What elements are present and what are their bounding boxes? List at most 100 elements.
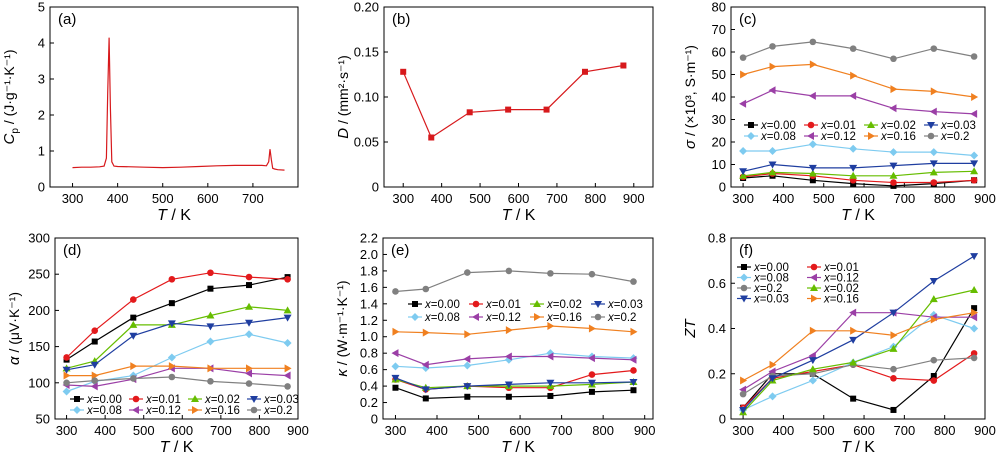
x-tick-label: 600 xyxy=(509,423,531,438)
marker-triangle-left xyxy=(929,107,937,116)
marker-circle xyxy=(130,296,137,303)
marker-square xyxy=(809,177,816,184)
x-tick-label: 700 xyxy=(210,423,232,438)
marker-triangle-right xyxy=(130,362,138,371)
marker-triangle-right xyxy=(246,364,254,373)
y-axis-variable: D xyxy=(335,128,352,139)
x-tick-label: 800 xyxy=(249,423,271,438)
legend-value: =0.12 xyxy=(830,273,859,285)
marker-triangle xyxy=(889,344,898,352)
x-axis-variable: T xyxy=(501,439,512,455)
legend-variable: x xyxy=(753,262,761,274)
legend-entry: x=0.2 xyxy=(737,283,782,295)
marker-square xyxy=(581,68,588,75)
legend-label: x=0.12 xyxy=(145,405,181,417)
marker-diamond xyxy=(808,376,817,385)
x-tick-label: 900 xyxy=(974,191,996,206)
legend-variable: x xyxy=(145,394,153,406)
x-axis-variable: T xyxy=(157,207,168,224)
x-tick-label: 300 xyxy=(392,191,414,206)
marker-triangle-left xyxy=(472,313,479,321)
marker-triangle-right xyxy=(811,294,818,303)
marker-triangle-left xyxy=(132,406,139,414)
y-axis-label: D / (mm²·s⁻¹) xyxy=(335,55,352,139)
marker-triangle-right xyxy=(207,364,215,373)
marker-square xyxy=(748,122,754,128)
panel-label: (b) xyxy=(392,11,410,28)
marker-triangle-right xyxy=(890,331,898,340)
legend-variable: x xyxy=(204,405,212,417)
marker-triangle-left xyxy=(463,354,471,363)
legend-entry: x=0.16 xyxy=(188,405,240,417)
marker-triangle-left xyxy=(421,360,429,369)
marker-circle xyxy=(63,379,70,387)
y-tick-label: 1 xyxy=(38,144,45,159)
marker-square xyxy=(464,393,471,400)
marker-triangle-left xyxy=(245,369,253,378)
series xyxy=(391,374,638,394)
y-tick-label: 0 xyxy=(38,180,45,195)
legend-value: =0.00 xyxy=(431,299,460,311)
marker-circle xyxy=(464,269,471,276)
marker-square xyxy=(207,285,214,292)
legend-entry: x=0.02 xyxy=(188,394,240,406)
legend-label: x=0.01 xyxy=(820,120,856,132)
legend-entry: x=0.03 xyxy=(247,394,299,406)
legend-value: =0.08 xyxy=(93,405,122,417)
legend-entry: x=0.03 xyxy=(737,294,789,306)
legend-label: x=0.02 xyxy=(823,283,859,295)
legend-variable: x xyxy=(940,120,948,132)
marker-circle xyxy=(970,354,978,362)
x-tick-label: 400 xyxy=(431,191,453,206)
marker-circle xyxy=(930,356,938,364)
legend-variable: x xyxy=(145,405,153,417)
marker-triangle-down xyxy=(594,301,602,308)
marker-triangle-right xyxy=(868,132,875,140)
x-axis-label: T / K xyxy=(841,439,875,455)
y-axis-label: Cp / (J·g⁻¹·K⁻¹) xyxy=(1,50,21,145)
marker-circle xyxy=(63,354,70,361)
marker-triangle-down xyxy=(970,160,979,168)
x-tick-label: 400 xyxy=(426,423,448,438)
x-tick-label: 600 xyxy=(853,191,875,206)
legend-label: x=0.01 xyxy=(823,262,859,274)
marker-circle xyxy=(970,176,978,184)
legend-value: =0.12 xyxy=(492,312,521,324)
legend-variable: x xyxy=(820,131,828,143)
series-line xyxy=(742,312,975,382)
x-tick-label: 400 xyxy=(773,423,795,438)
marker-triangle-down xyxy=(768,375,777,383)
marker-triangle-right xyxy=(930,315,938,324)
legend-label: x=0.2 xyxy=(753,283,782,295)
marker-triangle-right xyxy=(588,324,596,333)
legend: x=0.00 x=0.01 x=0.02 x=0.03x=0.08 x=0.12 x=0.… xyxy=(744,120,976,143)
y-tick-label: 0 xyxy=(719,412,726,427)
legend-variable: x xyxy=(823,262,831,274)
y-axis-variable: α xyxy=(6,356,23,365)
x-axis-label: T / K xyxy=(157,207,191,224)
legend-label: x=0.16 xyxy=(546,312,582,324)
legend-entry: x=0.01 xyxy=(469,299,521,311)
y-tick-label: 50 xyxy=(36,412,50,427)
x-tick-label: 900 xyxy=(974,423,996,438)
panel-f: 300 400 500 600 700 800 900 0 0.2 0.4 0.6 0.8 (f) T /… xyxy=(682,231,996,455)
series xyxy=(739,86,978,118)
x-tick-label: 300 xyxy=(732,423,754,438)
y-tick-label: 70 xyxy=(712,22,726,37)
y-axis-unit: / (×10³, S·m⁻¹) xyxy=(682,45,698,140)
legend-label: x=0.01 xyxy=(145,394,181,406)
series xyxy=(739,160,979,176)
y-tick-label: 3 xyxy=(38,72,45,87)
legend-value: =0.01 xyxy=(827,120,856,132)
legend-value: =0.01 xyxy=(830,262,859,274)
marker-triangle xyxy=(191,395,199,402)
marker-circle xyxy=(630,278,637,285)
legend-variable: x xyxy=(86,405,94,417)
marker-circle xyxy=(168,275,176,283)
legend-entry: x=0.01 xyxy=(807,262,859,274)
marker-circle xyxy=(91,327,99,334)
marker-triangle xyxy=(245,302,254,310)
legend-label: x=0.00 xyxy=(424,299,460,311)
marker-triangle-right xyxy=(930,87,938,96)
